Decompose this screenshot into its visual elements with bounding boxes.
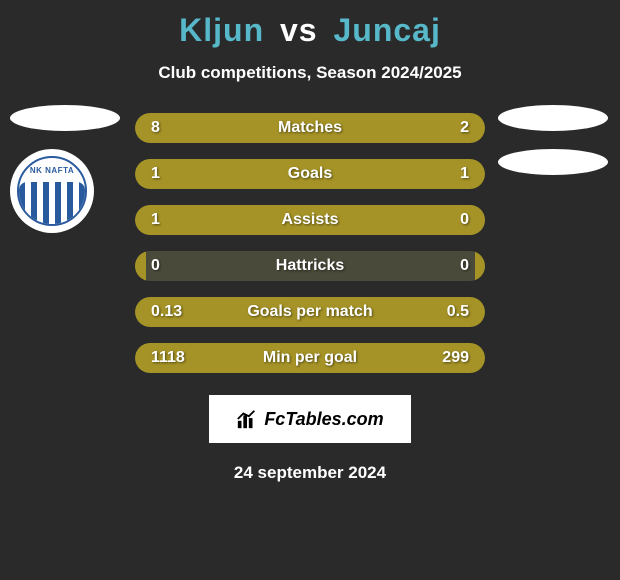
stat-row-min-per-goal: 1118 Min per goal 299: [135, 343, 485, 373]
stat-row-assists: 1 Assists 0: [135, 205, 485, 235]
stat-fill-left: [135, 159, 310, 189]
stat-value-left: 1118: [135, 349, 185, 367]
stat-value-right: 1: [460, 165, 485, 183]
stat-value-left: 0.13: [135, 303, 182, 321]
title-vs: vs: [280, 12, 318, 48]
stat-value-right: 0: [460, 211, 485, 229]
stat-label: Min per goal: [263, 349, 357, 367]
club-badge-text: NK NAFTA: [30, 166, 74, 175]
club-badge-nafta: NK NAFTA: [10, 149, 94, 233]
stat-row-goals-per-match: 0.13 Goals per match 0.5: [135, 297, 485, 327]
fctables-text: FcTables.com: [264, 409, 383, 430]
stat-row-goals: 1 Goals 1: [135, 159, 485, 189]
badge-left-group: NK NAFTA: [10, 105, 120, 233]
title-player1: Kljun: [179, 12, 264, 48]
oval-right-2: [498, 149, 608, 175]
stat-label: Matches: [278, 119, 342, 137]
stat-label: Assists: [282, 211, 339, 229]
stat-label: Goals per match: [247, 303, 372, 321]
stat-value-left: 1: [135, 211, 160, 229]
stat-value-right: 0.5: [447, 303, 485, 321]
stat-value-right: 299: [442, 349, 485, 367]
stat-row-matches: 8 Matches 2: [135, 113, 485, 143]
stat-value-left: 0: [135, 257, 160, 275]
stat-fill-right: [310, 159, 485, 189]
badge-right-group: [498, 105, 608, 193]
title-player2: Juncaj: [333, 12, 440, 48]
main-container: Kljun vs Juncaj Club competitions, Seaso…: [0, 0, 620, 483]
stat-label: Goals: [288, 165, 332, 183]
stat-value-right: 0: [460, 257, 485, 275]
stat-label: Hattricks: [276, 257, 344, 275]
chart-icon: [236, 408, 258, 430]
oval-right-1: [498, 105, 608, 131]
page-title: Kljun vs Juncaj: [179, 12, 441, 49]
date-text: 24 september 2024: [234, 463, 386, 483]
stat-value-left: 1: [135, 165, 160, 183]
club-badge-stripes: [19, 182, 85, 224]
stat-row-hattricks: 0 Hattricks 0: [135, 251, 485, 281]
stat-fill-left: [135, 113, 415, 143]
club-badge-inner: NK NAFTA: [17, 156, 87, 226]
oval-left-1: [10, 105, 120, 131]
stat-value-left: 8: [135, 119, 160, 137]
fctables-box: FcTables.com: [209, 395, 411, 443]
stats-container: 8 Matches 2 1 Goals 1 1 Assists 0 0 Hattricks 0 0.13…: [135, 113, 485, 373]
subtitle: Club competitions, Season 2024/2025: [158, 63, 461, 83]
main-area: NK NAFTA 8 Matches 2 1 Goals 1 1 Assists 0 0 Hattr…: [0, 113, 620, 483]
stat-value-right: 2: [460, 119, 485, 137]
